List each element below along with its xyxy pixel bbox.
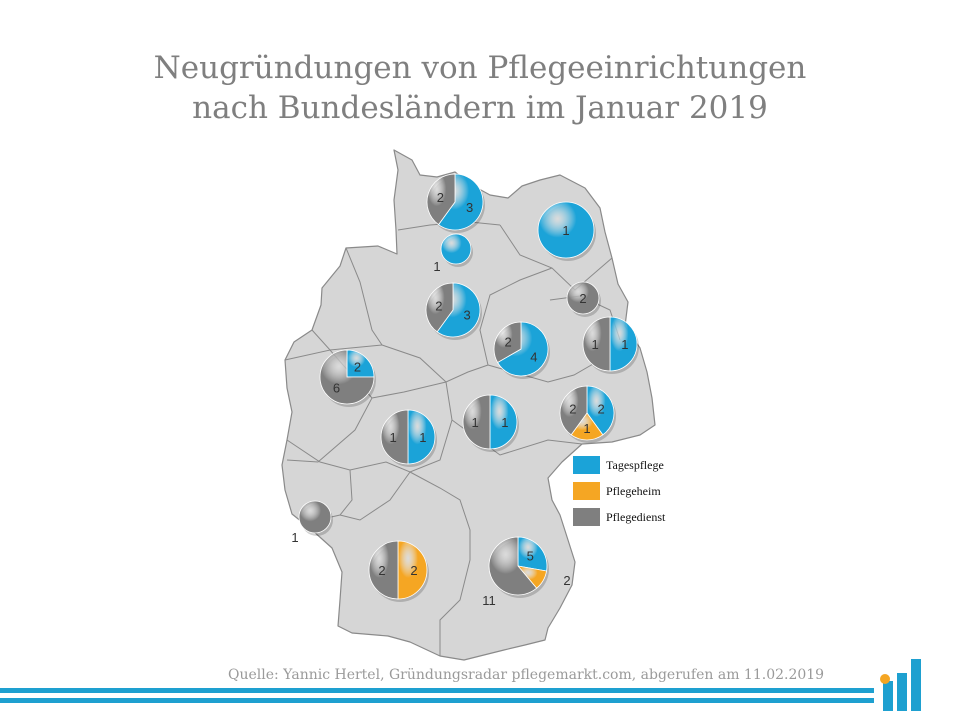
pie-value-label: 4 [530, 349, 537, 364]
pie-7: 11 [582, 316, 639, 374]
legend-item-pflegeheim: Pflegeheim [573, 478, 665, 504]
pie-8: 26 [319, 349, 376, 407]
pie-slice-pflegedienst [566, 281, 600, 315]
footer-bar-bottom [0, 698, 874, 703]
pie-slice-pflegedienst [462, 394, 491, 450]
pie-slice-tagespflege [437, 173, 484, 231]
pie-value-label: 1 [291, 530, 298, 545]
pie-value-label: 2 [598, 401, 605, 416]
pie-slice-tagespflege [517, 536, 548, 572]
pie-value-label: 1 [419, 430, 426, 445]
pie-slice-tagespflege [586, 385, 615, 436]
pie-slice-pflegedienst [380, 409, 409, 465]
pie-slice-tagespflege [497, 321, 549, 377]
pie-value-label: 1 [501, 415, 508, 430]
pie-value-label: 2 [435, 298, 442, 313]
chart-title: Neugründungen von Pflegeeinrichtungen na… [0, 48, 960, 128]
pie-slice-pflegeheim [397, 540, 428, 600]
pie-4: 32 [425, 282, 482, 340]
pie-value-label: 3 [464, 308, 471, 323]
footer-bar-top [0, 688, 874, 693]
pie-value-label: 2 [579, 291, 586, 306]
pie-value-label: 1 [592, 337, 599, 352]
pie-slice-tagespflege [609, 316, 638, 372]
pie-value-label: 1 [562, 223, 569, 238]
pie-slice-pflegedienst [559, 385, 588, 436]
pie-2: 1 [433, 233, 473, 274]
pie-6: 42 [493, 321, 550, 379]
pie-11: 212 [559, 385, 616, 443]
pie-value-label: 1 [433, 259, 440, 274]
pie-value-label: 5 [527, 549, 534, 564]
pie-3: 1 [537, 201, 596, 261]
pie-9: 11 [380, 409, 437, 467]
chart-title-line2: nach Bundesländern im Januar 2019 [192, 90, 768, 126]
legend: Tagespflege Pflegeheim Pflegedienst [573, 452, 665, 530]
pie-value-label: 2 [410, 563, 417, 578]
pie-slice-tagespflege [440, 233, 472, 265]
pie-value-label: 2 [569, 401, 576, 416]
pie-value-label: 1 [621, 337, 628, 352]
pie-slice-tagespflege [407, 409, 436, 465]
pie-14: 5 2 11 [482, 536, 571, 608]
pie-value-label: 2 [563, 573, 570, 588]
pie-slice-tagespflege [489, 394, 518, 450]
legend-item-pflegedienst: Pflegedienst [573, 504, 665, 530]
pie-value-label: 1 [390, 430, 397, 445]
pie-slice-pflegedienst [426, 173, 456, 226]
pie-value-label: 1 [472, 415, 479, 430]
legend-label-pflegeheim: Pflegeheim [606, 483, 661, 498]
source-note: Quelle: Yannic Hertel, Gründungsradar pf… [228, 667, 825, 683]
pie-slice-tagespflege [537, 201, 595, 259]
pie-value-label: 2 [505, 335, 512, 350]
pie-value-label: 3 [466, 200, 473, 215]
chart-title-line1: Neugründungen von Pflegeeinrichtungen [153, 50, 807, 86]
pie-slice-pflegedienst [582, 316, 611, 372]
legend-label-tagespflege: Tagespflege [606, 457, 664, 472]
pie-value-label: 6 [333, 381, 340, 396]
pie-5: 2 [566, 281, 601, 317]
legend-label-pflegedienst: Pflegedienst [606, 509, 666, 524]
pie-slice-pflegedienst [368, 540, 399, 600]
pflegemarkt-logo [880, 659, 921, 711]
pie-value-label: 11 [482, 593, 496, 608]
pie-13: 22 [368, 540, 429, 602]
legend-swatch-tagespflege [573, 456, 600, 474]
pie-slice-tagespflege [346, 349, 375, 378]
pie-1: 32 [426, 173, 485, 233]
pie-10: 11 [462, 394, 519, 452]
pie-value-label: 2 [354, 359, 361, 374]
pie-slice-tagespflege [436, 282, 481, 338]
pie-value-label: 2 [437, 190, 444, 205]
pie-slice-pflegedienst [298, 500, 332, 534]
pie-value-label: 2 [378, 563, 385, 578]
pie-slice-pflegedienst [425, 282, 454, 333]
legend-item-tagespflege: Tagespflege [573, 452, 665, 478]
legend-swatch-pflegeheim [573, 482, 600, 500]
pie-12: 1 [291, 500, 333, 545]
pie-slice-pflegedienst [319, 349, 375, 405]
legend-swatch-pflegedienst [573, 508, 600, 526]
pie-slice-pflegedienst [488, 536, 538, 596]
pie-value-label: 1 [583, 421, 590, 436]
pie-slice-pflegedienst [493, 321, 522, 364]
